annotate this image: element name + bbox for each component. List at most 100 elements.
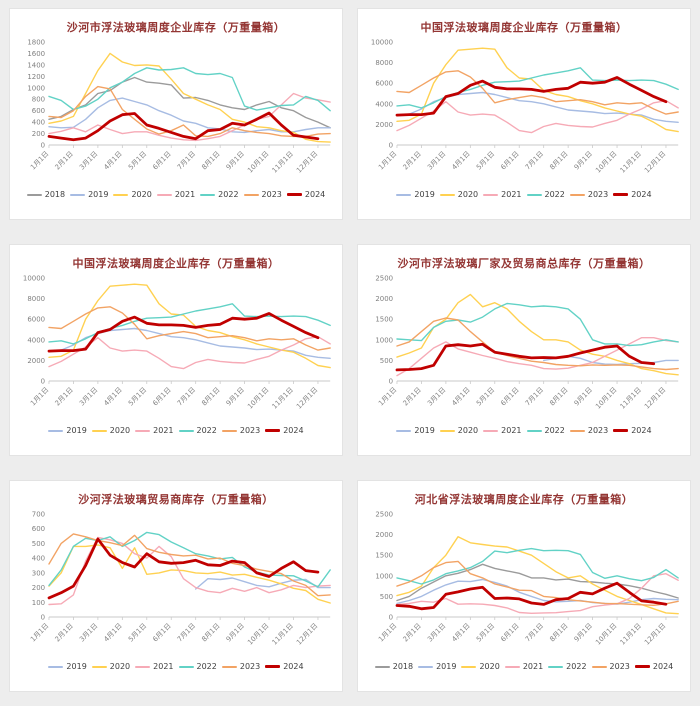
- svg-text:6月1日: 6月1日: [499, 150, 520, 172]
- legend-line-swatch: [418, 665, 434, 668]
- svg-text:2月1日: 2月1日: [402, 150, 423, 172]
- svg-text:1200: 1200: [27, 72, 45, 81]
- chart-title: 沙河浮法玻璃贸易商库存（万重量箱）: [78, 493, 274, 506]
- line-chart: 0 2000 4000 6000 8000 10000 1月1日 2月1日 3月1日 4月1日 5月…: [23, 273, 331, 411]
- legend-line-swatch: [374, 665, 390, 668]
- legend-line-swatch: [265, 665, 281, 668]
- legend-label: 2021: [522, 662, 544, 671]
- svg-text:3月1日: 3月1日: [426, 622, 447, 644]
- svg-text:1月1日: 1月1日: [29, 386, 50, 408]
- legend-item-2019: 2019: [418, 662, 456, 671]
- svg-text:8月1日: 8月1日: [548, 622, 569, 644]
- legend-line-swatch: [461, 665, 477, 668]
- svg-text:10000: 10000: [371, 37, 394, 46]
- legend-line-swatch: [48, 665, 64, 668]
- svg-text:4月1日: 4月1日: [450, 150, 471, 172]
- svg-text:4000: 4000: [375, 99, 393, 108]
- legend-item-2021: 2021: [483, 190, 522, 199]
- legend-item-2022: 2022: [526, 426, 565, 435]
- svg-text:1600: 1600: [27, 49, 45, 58]
- svg-text:9月1日: 9月1日: [225, 622, 246, 644]
- svg-text:7月1日: 7月1日: [176, 622, 197, 644]
- legend-item-2022: 2022: [526, 190, 565, 199]
- svg-text:12月1日: 12月1日: [643, 150, 667, 175]
- svg-text:3月1日: 3月1日: [426, 386, 447, 408]
- svg-text:5月1日: 5月1日: [127, 622, 148, 644]
- svg-text:5月1日: 5月1日: [475, 150, 496, 172]
- svg-text:500: 500: [380, 592, 394, 601]
- svg-text:10月1日: 10月1日: [246, 386, 270, 411]
- svg-text:3月1日: 3月1日: [78, 622, 99, 644]
- svg-text:5月1日: 5月1日: [127, 386, 148, 408]
- legend-line-swatch: [156, 193, 172, 196]
- svg-text:1月1日: 1月1日: [377, 150, 398, 172]
- svg-text:9月1日: 9月1日: [225, 150, 246, 172]
- svg-text:0: 0: [41, 612, 46, 621]
- legend-line-swatch: [634, 665, 650, 668]
- chart-title: 河北省浮法玻璃周度企业库存（万重量箱）: [414, 493, 634, 506]
- legend-line-swatch: [200, 193, 216, 196]
- svg-text:1500: 1500: [375, 315, 393, 324]
- svg-text:5月1日: 5月1日: [127, 150, 148, 172]
- legend-line-swatch: [548, 665, 564, 668]
- svg-text:1400: 1400: [27, 60, 45, 69]
- svg-text:7月1日: 7月1日: [176, 386, 197, 408]
- legend-label: 2021: [501, 426, 522, 435]
- chart-panel-shahe-enterprise: 沙河市浮法玻璃周度企业库存（万重量箱） 0 200 400 600 800 1000 120…: [9, 8, 343, 220]
- legend-item-2023: 2023: [569, 190, 609, 199]
- svg-text:4000: 4000: [27, 335, 45, 344]
- svg-text:10月1日: 10月1日: [246, 622, 270, 647]
- legend-line-swatch: [265, 429, 281, 432]
- legend-label: 2019: [66, 426, 87, 435]
- chart-title: 中国浮法玻璃周度企业库存（万重量箱）: [72, 257, 280, 270]
- legend-line-swatch: [91, 665, 107, 668]
- legend-item-2022: 2022: [178, 426, 217, 435]
- legend-item-2023: 2023: [591, 662, 630, 671]
- legend-item-2019: 2019: [70, 190, 108, 199]
- legend-label: 2023: [587, 426, 609, 435]
- svg-text:2月1日: 2月1日: [54, 622, 75, 644]
- svg-text:6月1日: 6月1日: [151, 622, 172, 644]
- chart-panel-shahe-total: 沙河市浮法玻璃厂家及贸易商总库存（万重量箱） 0 500 1000 1500 2000 2…: [357, 244, 691, 456]
- svg-text:1500: 1500: [375, 551, 393, 560]
- svg-text:500: 500: [32, 539, 46, 548]
- svg-text:3月1日: 3月1日: [426, 150, 447, 172]
- legend-item-2023: 2023: [221, 662, 261, 671]
- legend-line-swatch: [396, 429, 412, 432]
- legend-label: 2021: [153, 662, 174, 671]
- svg-text:0: 0: [41, 376, 46, 385]
- svg-text:12月1日: 12月1日: [295, 386, 319, 411]
- legend-label: 2024: [283, 662, 304, 671]
- svg-text:8月1日: 8月1日: [200, 386, 221, 408]
- legend-line-swatch: [613, 193, 629, 196]
- svg-text:3月1日: 3月1日: [78, 386, 99, 408]
- svg-text:0: 0: [389, 140, 394, 149]
- legend-label: 2022: [566, 662, 587, 671]
- legend-label: 2020: [457, 426, 479, 435]
- svg-text:8月1日: 8月1日: [200, 150, 221, 172]
- svg-text:400: 400: [32, 118, 46, 127]
- svg-text:6000: 6000: [27, 315, 45, 324]
- legend-item-2023: 2023: [243, 190, 282, 199]
- legend-item-2018: 2018: [374, 662, 413, 671]
- svg-text:6000: 6000: [375, 79, 393, 88]
- legend-line-swatch: [113, 193, 129, 196]
- svg-text:6月1日: 6月1日: [499, 622, 520, 644]
- chart-panel-shahe-traders: 沙河浮法玻璃贸易商库存（万重量箱） 0 100 200 300 400 500 600 700…: [9, 480, 343, 692]
- svg-text:1月1日: 1月1日: [377, 622, 398, 644]
- legend-label: 2023: [239, 662, 261, 671]
- svg-text:200: 200: [32, 583, 46, 592]
- legend-item-2021: 2021: [135, 426, 174, 435]
- legend-line-swatch: [526, 429, 542, 432]
- svg-text:4月1日: 4月1日: [450, 622, 471, 644]
- legend-line-swatch: [396, 193, 412, 196]
- svg-text:9月1日: 9月1日: [573, 622, 594, 644]
- legend-line-swatch: [178, 665, 194, 668]
- legend-label: 2023: [261, 190, 282, 199]
- legend-label: 2023: [587, 190, 609, 199]
- legend-item-2021: 2021: [135, 662, 174, 671]
- chart-panel-china-enterprise-1: 中国浮法玻璃周度企业库存（万重量箱） 0 2000 4000 6000 8000 1000…: [357, 8, 691, 220]
- svg-text:200: 200: [32, 129, 46, 138]
- svg-text:400: 400: [32, 554, 46, 563]
